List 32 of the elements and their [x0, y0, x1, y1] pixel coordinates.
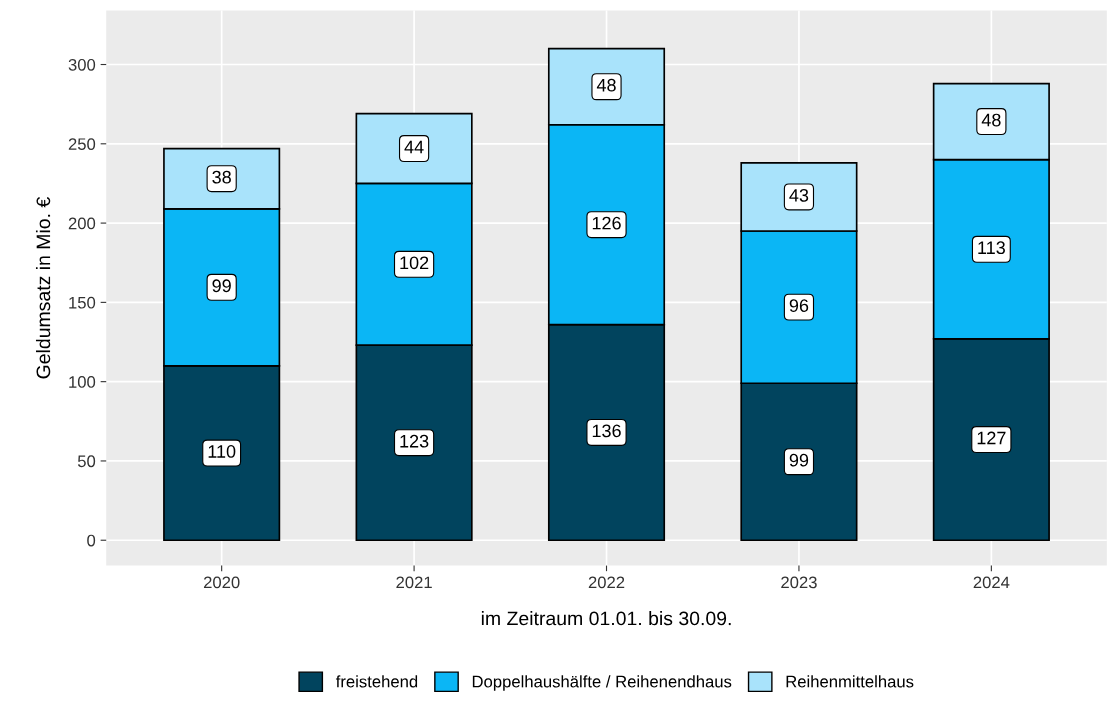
y-tick-label: 100 [69, 376, 96, 388]
y-tick-label: 50 [77, 455, 96, 468]
data-label: 110 [208, 445, 236, 458]
data-label: 48 [596, 78, 616, 92]
legend-label: Reihenmittelhaus [786, 675, 914, 688]
x-axis-title: im Zeitraum 01.01. bis 30.09. [481, 611, 731, 626]
data-label: 127 [977, 431, 1006, 445]
data-label: 102 [400, 256, 429, 270]
data-label: 43 [789, 188, 809, 202]
data-label: 99 [789, 453, 809, 467]
x-tick-label: 2020 [203, 576, 240, 589]
y-tick-label: 0 [87, 534, 96, 547]
data-label: 48 [981, 113, 1001, 127]
x-tick-label: 2022 [588, 576, 625, 589]
x-tick-label: 2023 [781, 576, 817, 589]
y-tick-label: 150 [69, 296, 96, 309]
y-tick-label: 300 [68, 58, 96, 71]
x-tick-label: 2021 [396, 576, 432, 589]
data-label: 96 [789, 299, 809, 312]
y-axis-title: Geldumsatz in Mio. € [35, 197, 51, 379]
y-tick-label: 200 [68, 217, 96, 230]
legend-label: Doppelhaushälfte / Reihenendhaus [472, 675, 732, 691]
data-label: 38 [212, 170, 231, 184]
legend-label: freistehend [335, 675, 418, 688]
y-tick-label: 250 [68, 138, 96, 151]
x-tick-label: 2024 [973, 576, 1010, 589]
data-label: 123 [400, 434, 429, 448]
data-label: 136 [592, 424, 621, 438]
data-label: 126 [592, 216, 621, 230]
data-label: 113 [978, 241, 1005, 255]
data-label: 44 [404, 140, 424, 154]
data-label: 99 [212, 279, 231, 293]
